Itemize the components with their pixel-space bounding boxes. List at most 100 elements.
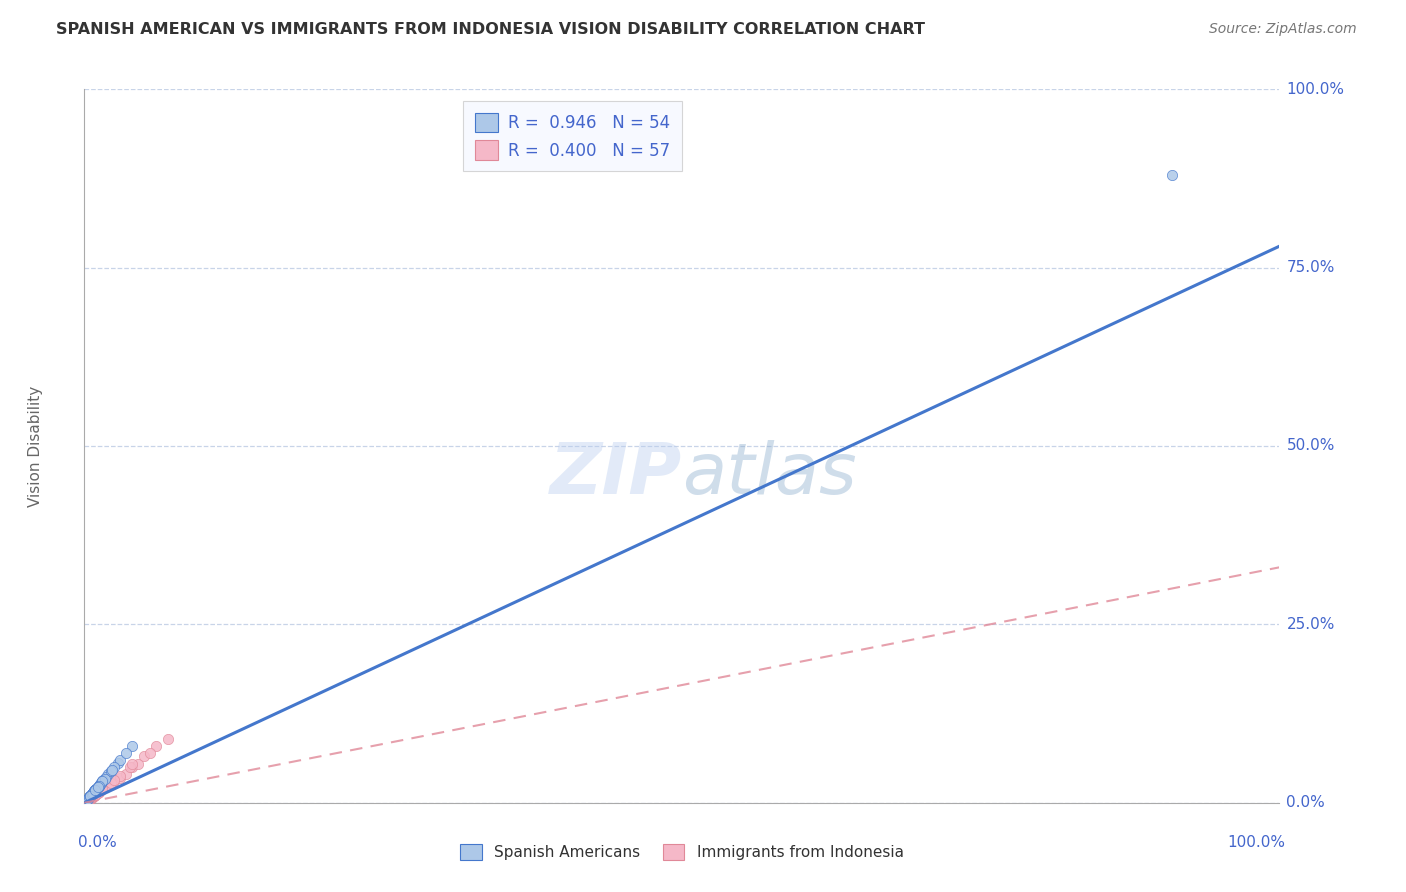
- Text: 0.0%: 0.0%: [79, 835, 117, 850]
- Point: [82, 789, 104, 804]
- Point: [76, 794, 98, 808]
- Point: [80, 787, 103, 801]
- Point: [86, 786, 108, 800]
- Point: [97, 778, 120, 792]
- Text: 100.0%: 100.0%: [1286, 82, 1344, 96]
- Point: [100, 764, 122, 779]
- Point: [84, 783, 107, 797]
- Point: [84, 788, 107, 802]
- Point: [101, 763, 124, 777]
- Point: [77, 792, 100, 806]
- Point: [87, 779, 110, 793]
- Point: [83, 789, 105, 803]
- Point: [80, 787, 103, 801]
- Point: [77, 793, 100, 807]
- Point: [83, 784, 105, 798]
- Text: ZIP: ZIP: [550, 440, 682, 509]
- Point: [84, 788, 107, 802]
- Point: [94, 770, 117, 784]
- Point: [83, 784, 105, 798]
- Point: [86, 780, 108, 794]
- Point: [80, 790, 103, 805]
- Point: [84, 788, 107, 802]
- Point: [115, 746, 138, 760]
- Point: [103, 760, 125, 774]
- Point: [77, 792, 100, 806]
- Point: [76, 794, 98, 808]
- Point: [127, 756, 149, 771]
- Text: 0.0%: 0.0%: [1286, 796, 1324, 810]
- Point: [80, 790, 103, 805]
- Point: [86, 781, 108, 796]
- Point: [87, 785, 110, 799]
- Point: [77, 790, 100, 805]
- Point: [79, 790, 101, 805]
- Point: [75, 794, 97, 808]
- Point: [82, 786, 104, 800]
- Point: [84, 783, 107, 797]
- Text: 75.0%: 75.0%: [1286, 260, 1334, 275]
- Point: [77, 793, 100, 807]
- Point: [77, 792, 100, 806]
- Point: [132, 749, 156, 764]
- Legend: Spanish Americans, Immigrants from Indonesia: Spanish Americans, Immigrants from Indon…: [454, 838, 910, 866]
- Point: [84, 783, 107, 797]
- Point: [77, 793, 100, 807]
- Point: [76, 794, 98, 808]
- Point: [79, 789, 101, 803]
- Point: [83, 784, 105, 798]
- Point: [86, 787, 108, 801]
- Point: [121, 756, 143, 771]
- Point: [90, 783, 112, 797]
- Point: [77, 793, 100, 807]
- Point: [83, 784, 105, 798]
- Point: [79, 789, 101, 803]
- Point: [82, 789, 104, 804]
- Point: [91, 781, 114, 796]
- Point: [80, 787, 103, 801]
- Text: Vision Disability: Vision Disability: [28, 385, 42, 507]
- Point: [86, 780, 108, 794]
- Point: [77, 792, 100, 806]
- Point: [139, 746, 162, 760]
- Point: [121, 760, 143, 774]
- Point: [107, 756, 129, 770]
- Point: [115, 767, 138, 781]
- Point: [118, 760, 141, 774]
- Point: [110, 753, 132, 767]
- Point: [86, 787, 108, 801]
- Point: [87, 785, 110, 799]
- Text: Source: ZipAtlas.com: Source: ZipAtlas.com: [1209, 22, 1357, 37]
- Point: [82, 786, 104, 800]
- Text: atlas: atlas: [682, 440, 856, 509]
- Point: [86, 781, 108, 796]
- Point: [77, 790, 100, 805]
- Text: 25.0%: 25.0%: [1286, 617, 1334, 632]
- Point: [145, 739, 167, 753]
- Point: [80, 787, 103, 801]
- Point: [77, 790, 100, 805]
- Point: [110, 771, 132, 785]
- Point: [87, 779, 110, 793]
- Point: [110, 769, 132, 783]
- Point: [97, 767, 120, 781]
- Point: [80, 787, 103, 801]
- Point: [79, 789, 101, 803]
- Point: [86, 781, 108, 796]
- Point: [121, 739, 143, 753]
- Point: [87, 779, 110, 793]
- Point: [79, 791, 101, 805]
- Point: [77, 792, 100, 806]
- Point: [93, 772, 115, 787]
- Text: SPANISH AMERICAN VS IMMIGRANTS FROM INDONESIA VISION DISABILITY CORRELATION CHAR: SPANISH AMERICAN VS IMMIGRANTS FROM INDO…: [56, 22, 925, 37]
- Point: [79, 789, 101, 803]
- Point: [79, 791, 101, 805]
- Text: 100.0%: 100.0%: [1227, 835, 1285, 850]
- Text: 50.0%: 50.0%: [1286, 439, 1334, 453]
- Point: [77, 791, 100, 805]
- Point: [91, 781, 114, 796]
- Point: [83, 789, 105, 803]
- Point: [90, 776, 112, 790]
- Point: [79, 791, 101, 805]
- Point: [83, 789, 105, 803]
